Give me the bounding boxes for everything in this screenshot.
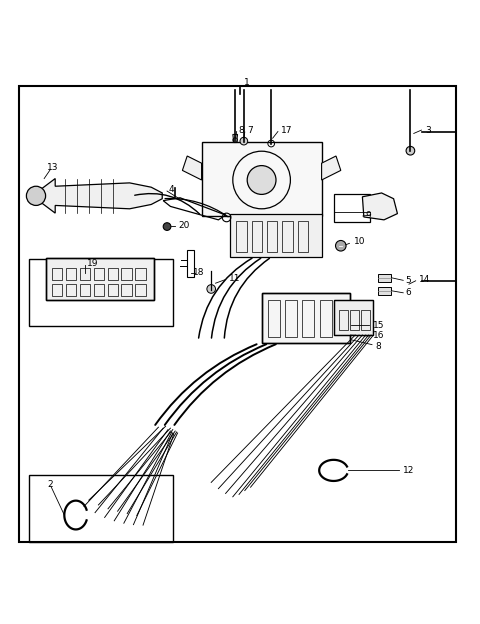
- Text: 9: 9: [366, 212, 372, 220]
- Bar: [267, 221, 277, 252]
- Polygon shape: [362, 193, 397, 220]
- FancyArrowPatch shape: [155, 344, 257, 425]
- Text: 18: 18: [193, 268, 204, 277]
- Text: 8: 8: [239, 126, 244, 135]
- Text: 14: 14: [419, 275, 430, 284]
- Bar: [320, 300, 332, 337]
- Bar: [302, 300, 314, 337]
- Circle shape: [336, 240, 346, 251]
- FancyArrowPatch shape: [174, 344, 276, 425]
- Bar: [334, 194, 370, 222]
- Bar: [46, 258, 154, 300]
- Text: 4: 4: [169, 185, 175, 193]
- Bar: [29, 259, 173, 326]
- Bar: [121, 268, 132, 280]
- Circle shape: [240, 137, 248, 145]
- Polygon shape: [182, 156, 202, 180]
- Bar: [135, 284, 146, 296]
- FancyArrowPatch shape: [199, 258, 252, 338]
- Circle shape: [163, 223, 171, 230]
- Bar: [94, 268, 104, 280]
- Bar: [350, 310, 359, 330]
- Bar: [339, 310, 348, 330]
- Bar: [334, 301, 373, 335]
- Bar: [268, 300, 280, 337]
- Text: 20: 20: [179, 221, 190, 230]
- Text: 16: 16: [372, 331, 384, 341]
- Bar: [66, 268, 76, 280]
- Bar: [378, 286, 391, 295]
- Text: 7: 7: [247, 126, 252, 135]
- Text: 10: 10: [354, 237, 366, 246]
- FancyArrowPatch shape: [224, 258, 269, 338]
- FancyArrowPatch shape: [165, 344, 266, 425]
- Bar: [94, 284, 104, 296]
- Polygon shape: [36, 178, 162, 213]
- FancyArrowPatch shape: [135, 193, 200, 214]
- Bar: [187, 250, 194, 278]
- Bar: [29, 475, 173, 542]
- Bar: [108, 284, 118, 296]
- Text: 1: 1: [244, 78, 250, 87]
- Text: 13: 13: [47, 163, 59, 172]
- Bar: [108, 268, 118, 280]
- Bar: [202, 142, 322, 216]
- Bar: [52, 268, 62, 280]
- Text: 6: 6: [406, 288, 411, 297]
- Circle shape: [207, 285, 216, 293]
- Circle shape: [26, 186, 46, 205]
- Bar: [46, 258, 154, 300]
- FancyArrowPatch shape: [165, 198, 228, 217]
- Bar: [66, 284, 76, 296]
- Bar: [52, 284, 62, 296]
- Text: 8: 8: [375, 342, 381, 351]
- Bar: [282, 221, 293, 252]
- Bar: [262, 293, 350, 343]
- Text: 12: 12: [403, 466, 415, 475]
- Text: 11: 11: [228, 274, 240, 283]
- Bar: [80, 268, 90, 280]
- Bar: [252, 221, 262, 252]
- Polygon shape: [233, 134, 238, 142]
- Text: 15: 15: [372, 321, 384, 330]
- Bar: [262, 293, 350, 343]
- Bar: [298, 221, 308, 252]
- Circle shape: [406, 147, 415, 155]
- Text: 5: 5: [406, 276, 411, 285]
- Bar: [378, 273, 391, 282]
- Bar: [135, 268, 146, 280]
- Text: 17: 17: [281, 126, 292, 135]
- Bar: [361, 310, 370, 330]
- Text: 2: 2: [47, 480, 53, 489]
- Text: 19: 19: [87, 260, 99, 268]
- Bar: [121, 284, 132, 296]
- Polygon shape: [322, 156, 341, 180]
- FancyArrowPatch shape: [212, 258, 261, 338]
- Bar: [285, 300, 297, 337]
- Bar: [334, 301, 373, 335]
- Bar: [230, 213, 322, 257]
- Circle shape: [247, 165, 276, 195]
- Bar: [236, 221, 247, 252]
- Bar: [80, 284, 90, 296]
- Text: 3: 3: [425, 125, 431, 135]
